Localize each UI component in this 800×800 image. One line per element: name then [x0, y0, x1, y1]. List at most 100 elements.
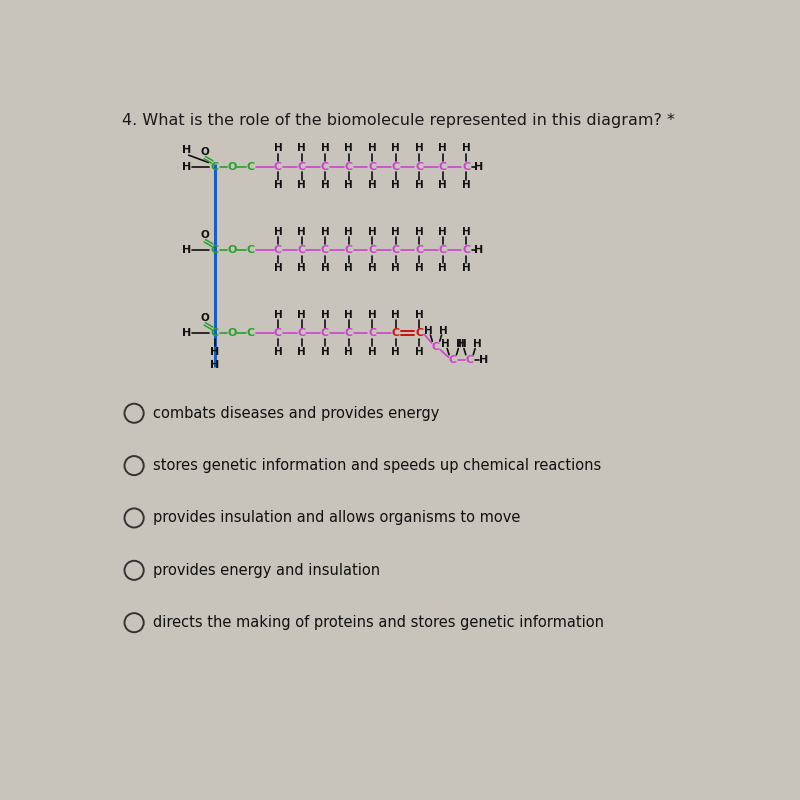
Text: O: O — [201, 230, 209, 240]
Text: C: C — [210, 245, 218, 255]
Text: C: C — [246, 162, 254, 172]
Text: C: C — [210, 162, 218, 172]
Text: H: H — [344, 310, 353, 320]
Text: C: C — [462, 245, 470, 255]
Text: H: H — [274, 346, 282, 357]
Text: H: H — [368, 226, 377, 237]
Text: directs the making of proteins and stores genetic information: directs the making of proteins and store… — [153, 615, 604, 630]
Text: H: H — [344, 263, 353, 274]
Text: C: C — [438, 162, 447, 172]
Text: H: H — [182, 245, 191, 255]
Text: H: H — [297, 143, 306, 154]
Text: O: O — [227, 162, 237, 172]
Text: C: C — [298, 162, 306, 172]
Text: provides energy and insulation: provides energy and insulation — [153, 563, 380, 578]
Text: C: C — [438, 245, 447, 255]
Text: C: C — [345, 162, 353, 172]
Text: H: H — [297, 180, 306, 190]
Text: H: H — [462, 180, 470, 190]
Text: H: H — [344, 226, 353, 237]
Text: H: H — [344, 180, 353, 190]
Text: H: H — [182, 328, 191, 338]
Text: H: H — [368, 346, 377, 357]
Text: C: C — [449, 355, 457, 366]
Text: C: C — [345, 328, 353, 338]
Text: H: H — [210, 360, 219, 370]
Text: H: H — [274, 310, 282, 320]
Text: C: C — [274, 328, 282, 338]
Text: C: C — [462, 162, 470, 172]
Text: provides insulation and allows organisms to move: provides insulation and allows organisms… — [153, 510, 520, 526]
Text: C: C — [246, 245, 254, 255]
Text: H: H — [391, 226, 400, 237]
Text: C: C — [368, 162, 376, 172]
Text: C: C — [274, 162, 282, 172]
Text: H: H — [415, 263, 424, 274]
Text: C: C — [392, 162, 400, 172]
Text: O: O — [227, 245, 237, 255]
Text: H: H — [182, 145, 191, 154]
Text: H: H — [297, 226, 306, 237]
Text: O: O — [201, 314, 209, 323]
Text: C: C — [415, 162, 423, 172]
Text: H: H — [439, 326, 448, 336]
Text: H: H — [368, 143, 377, 154]
Text: H: H — [274, 143, 282, 154]
Text: C: C — [274, 245, 282, 255]
Text: H: H — [462, 143, 470, 154]
Text: C: C — [298, 245, 306, 255]
Text: H: H — [321, 226, 330, 237]
Text: C: C — [321, 328, 329, 338]
Text: H: H — [474, 245, 483, 255]
Text: C: C — [415, 328, 423, 338]
Text: C: C — [392, 245, 400, 255]
Text: H: H — [462, 263, 470, 274]
Text: H: H — [391, 346, 400, 357]
Text: H: H — [297, 346, 306, 357]
Text: H: H — [391, 143, 400, 154]
Text: H: H — [415, 180, 424, 190]
Text: C: C — [210, 328, 218, 338]
Text: combats diseases and provides energy: combats diseases and provides energy — [153, 406, 439, 421]
Text: H: H — [438, 226, 447, 237]
Text: H: H — [391, 263, 400, 274]
Text: H: H — [458, 339, 466, 350]
Text: H: H — [415, 226, 424, 237]
Text: H: H — [321, 346, 330, 357]
Text: H: H — [321, 263, 330, 274]
Text: H: H — [297, 263, 306, 274]
Text: C: C — [368, 245, 376, 255]
Text: H: H — [415, 310, 424, 320]
Text: H: H — [368, 180, 377, 190]
Text: H: H — [391, 180, 400, 190]
Text: H: H — [368, 310, 377, 320]
Text: H: H — [274, 263, 282, 274]
Text: H: H — [456, 339, 465, 350]
Text: H: H — [321, 180, 330, 190]
Text: O: O — [201, 147, 209, 157]
Text: H: H — [462, 226, 470, 237]
Text: H: H — [274, 180, 282, 190]
Text: stores genetic information and speeds up chemical reactions: stores genetic information and speeds up… — [153, 458, 601, 473]
Text: H: H — [321, 310, 330, 320]
Text: H: H — [368, 263, 377, 274]
Text: C: C — [415, 245, 423, 255]
Text: H: H — [321, 143, 330, 154]
Text: O: O — [227, 328, 237, 338]
Text: H: H — [182, 162, 191, 172]
Text: H: H — [438, 180, 447, 190]
Text: H: H — [297, 310, 306, 320]
Text: H: H — [210, 346, 219, 357]
Text: C: C — [321, 162, 329, 172]
Text: 4. What is the role of the biomolecule represented in this diagram? *: 4. What is the role of the biomolecule r… — [122, 114, 674, 128]
Text: H: H — [424, 326, 433, 336]
Text: H: H — [391, 310, 400, 320]
Text: H: H — [344, 346, 353, 357]
Text: H: H — [478, 355, 488, 366]
Text: C: C — [392, 328, 400, 338]
Text: H: H — [473, 339, 482, 350]
Text: C: C — [246, 328, 254, 338]
Text: C: C — [368, 328, 376, 338]
Text: H: H — [438, 143, 447, 154]
Text: C: C — [345, 245, 353, 255]
